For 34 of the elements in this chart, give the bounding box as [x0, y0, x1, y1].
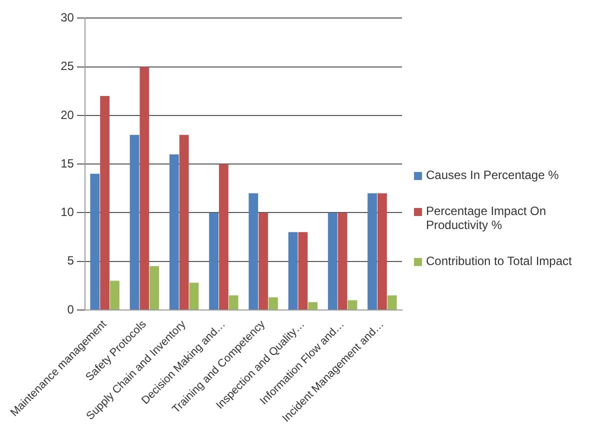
bar [377, 193, 387, 310]
bar [387, 295, 397, 310]
y-tick-label: 15 [60, 156, 74, 170]
legend-label: Contribution to Total Impact [426, 254, 572, 268]
y-tick-label: 5 [67, 254, 74, 268]
bar [169, 154, 179, 310]
y-tick-label: 0 [67, 302, 74, 316]
bar [338, 212, 348, 310]
bar [189, 282, 199, 310]
bar [308, 302, 318, 310]
bar [110, 280, 120, 310]
bar [228, 295, 238, 310]
bar [348, 300, 358, 310]
bar [179, 134, 189, 310]
bar [130, 134, 140, 310]
legend-label: Percentage Impact On Productivity % [426, 204, 548, 232]
bar [218, 164, 228, 310]
bar [209, 212, 218, 310]
bar [368, 193, 377, 310]
bar [150, 266, 160, 310]
bar [298, 232, 308, 310]
y-tick-label: 30 [60, 10, 74, 25]
bar [328, 212, 338, 310]
y-tick-label: 20 [60, 108, 74, 122]
bar [288, 232, 298, 310]
y-tick-label: 10 [60, 205, 74, 220]
legend-label: Causes In Percentage % [426, 168, 559, 182]
bar [140, 66, 150, 310]
bar [268, 297, 278, 310]
bar [100, 96, 110, 310]
bar [258, 212, 268, 310]
bar [90, 174, 100, 310]
y-tick-label: 25 [60, 59, 74, 74]
bar [248, 193, 258, 310]
